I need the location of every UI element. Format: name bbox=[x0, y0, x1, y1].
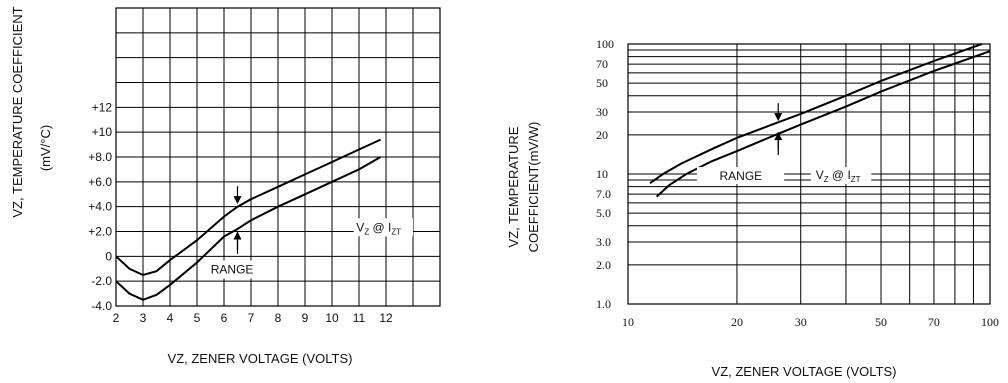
y-tick-label: 7.0 bbox=[596, 187, 611, 201]
chart2-x-axis-label: VZ, ZENER VOLTAGE (VOLTS) bbox=[712, 364, 897, 379]
series-line-1 bbox=[649, 43, 983, 185]
y-tick-label: +4.0 bbox=[88, 200, 112, 214]
x-tick-label: 11 bbox=[353, 311, 366, 325]
x-tick-label: 6 bbox=[221, 311, 228, 325]
chart2-curves bbox=[649, 43, 991, 198]
chart2-tick-labels: 10 20 30 50 70 100 1.0 2.0 3.0 5.0 7.0 10 20 30 50 70 10… bbox=[596, 37, 999, 329]
chart1-annotations: RANGE VZ @ IZT bbox=[210, 186, 413, 279]
chart1-y-axis-unit: (mV/°C) bbox=[38, 125, 53, 171]
x-tick-label: 9 bbox=[302, 311, 309, 325]
range-label: RANGE bbox=[720, 169, 763, 183]
x-tick-label: 5 bbox=[194, 311, 201, 325]
plot-frame bbox=[627, 43, 991, 305]
x-tick-label: 10 bbox=[622, 315, 634, 329]
chart1-y-axis-label: VZ, TEMPERATURE COEFFICIENT bbox=[10, 6, 25, 217]
y-tick-label: -2.0 bbox=[91, 274, 112, 288]
y-tick-label: 10 bbox=[596, 167, 608, 181]
chart1-grid bbox=[115, 7, 441, 307]
y-tick-label: 2.0 bbox=[596, 258, 611, 272]
temperature-coefficient-linear-chart: 2 3 4 5 6 7 8 9 10 11 12 -4.0 -2.0 0 +2.0 +4.0 +6.0 +8.0 +… bbox=[10, 6, 441, 366]
temperature-coefficient-log-chart: 10 20 30 50 70 100 1.0 2.0 3.0 5.0 7.0 10 20 30 50 70 10… bbox=[506, 37, 999, 379]
y-tick-label: 100 bbox=[596, 37, 614, 51]
plot-frame bbox=[115, 7, 441, 307]
y-tick-label: -4.0 bbox=[91, 299, 112, 313]
range-label: RANGE bbox=[211, 263, 254, 277]
range-label-bg bbox=[696, 167, 785, 185]
y-tick-label: +12 bbox=[92, 100, 113, 114]
y-tick-label: 30 bbox=[596, 105, 608, 119]
chart1-curves bbox=[115, 138, 382, 301]
series-line-1 bbox=[115, 138, 382, 277]
series-line-2 bbox=[115, 156, 382, 301]
chart1-tick-labels: 2 3 4 5 6 7 8 9 10 11 12 -4.0 -2.0 0 +2.0 +4.0 +6.0 +8.0 +… bbox=[88, 100, 393, 325]
y-tick-label: +2.0 bbox=[88, 225, 112, 239]
y-tick-label: +10 bbox=[92, 125, 113, 139]
series-line-2 bbox=[656, 50, 991, 198]
range-label-bg bbox=[210, 260, 257, 279]
x-tick-label: 12 bbox=[379, 311, 393, 325]
chart1-x-axis-label: VZ, ZENER VOLTAGE (VOLTS) bbox=[168, 351, 353, 366]
condition-label-bg bbox=[353, 218, 413, 237]
x-tick-label: 3 bbox=[140, 311, 147, 325]
y-tick-label: +6.0 bbox=[88, 175, 112, 189]
y-tick-label: 1.0 bbox=[596, 297, 611, 311]
y-tick-label: +8.0 bbox=[88, 150, 112, 164]
x-tick-label: 7 bbox=[248, 311, 255, 325]
x-tick-label: 10 bbox=[325, 311, 339, 325]
chart2-y-axis-label: VZ, TEMPERATURE bbox=[506, 126, 521, 247]
range-arrow-down-head bbox=[774, 113, 783, 122]
x-tick-label: 2 bbox=[113, 311, 120, 325]
y-tick-label: 5.0 bbox=[596, 206, 611, 220]
x-tick-label: 20 bbox=[731, 315, 743, 329]
x-tick-label: 8 bbox=[275, 311, 282, 325]
y-tick-label: 3.0 bbox=[596, 235, 611, 249]
x-tick-label: 70 bbox=[928, 315, 940, 329]
x-tick-label: 50 bbox=[875, 315, 887, 329]
y-tick-label: 0 bbox=[105, 249, 112, 263]
x-tick-label: 4 bbox=[167, 311, 174, 325]
y-tick-label: 70 bbox=[596, 57, 608, 71]
chart2-annotations: RANGE VZ @ IZT bbox=[696, 103, 872, 185]
condition-label: VZ @ IZT bbox=[356, 220, 401, 236]
y-tick-label: 50 bbox=[596, 76, 608, 90]
chart2-grid bbox=[627, 43, 991, 305]
y-tick-label: 20 bbox=[596, 128, 608, 142]
condition-label-bg bbox=[810, 167, 872, 185]
range-arrow-down-head bbox=[233, 196, 242, 205]
condition-label: VZ @ IZT bbox=[816, 168, 861, 184]
x-tick-label: 30 bbox=[795, 315, 807, 329]
x-tick-label: 100 bbox=[981, 315, 999, 329]
chart2-y-axis-label-line2: COEFFICIENT(mV/W) bbox=[526, 122, 541, 253]
